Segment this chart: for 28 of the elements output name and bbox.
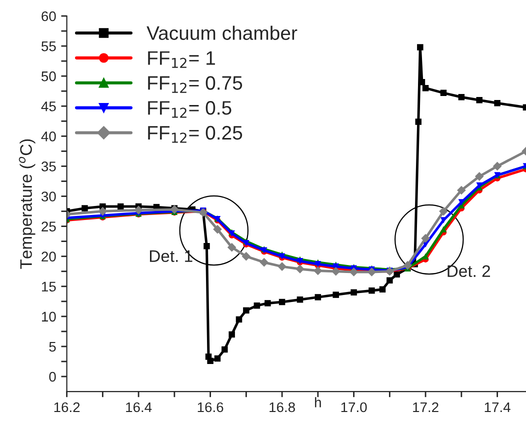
y-tick-label: 35 (41, 162, 56, 172)
y-axis-title: Temperature ($^{o}$C) (18, 139, 36, 269)
y-tick-label: 40 (41, 132, 56, 142)
legend-label: FF$_{12}$= 0.25 (148, 126, 242, 143)
y-tick-label: 50 (41, 71, 56, 82)
y-tick-label: 55 (41, 42, 56, 52)
x-axis-title: h (315, 397, 321, 408)
y-tick-label: 30 (41, 192, 56, 202)
x-tick-label: 16.6 (198, 402, 224, 412)
text: 17.0 (341, 402, 367, 412)
y-tick-label: 15 (42, 282, 56, 292)
y-tick-label: 45 (41, 102, 56, 112)
annotation: Det. 2 (448, 265, 490, 278)
y-tick-label: 5 (49, 342, 56, 352)
x-tick-label: 16.4 (126, 402, 152, 412)
x-tick-label: 16.8 (270, 402, 295, 412)
y-tick-label: 10 (42, 312, 56, 322)
legend-label: FF$_{12}$= 1 (148, 51, 215, 68)
y-tick-label: 25 (42, 222, 56, 232)
x-tick-label: 17.4 (484, 402, 510, 412)
y-tick-label: 20 (42, 252, 56, 262)
legend-label: FF$_{12}$= 0.5 (148, 100, 232, 118)
y-tick-label: 0 (49, 372, 56, 382)
x-tick-label: 17.2 (413, 402, 438, 412)
legend-label: FF$_{12}$= 0.75 (148, 76, 242, 93)
x-tick-label: 16.2 (54, 402, 80, 412)
legend-label: Vacuum chamber (146, 26, 298, 40)
y-tick-label: 60 (42, 11, 56, 22)
